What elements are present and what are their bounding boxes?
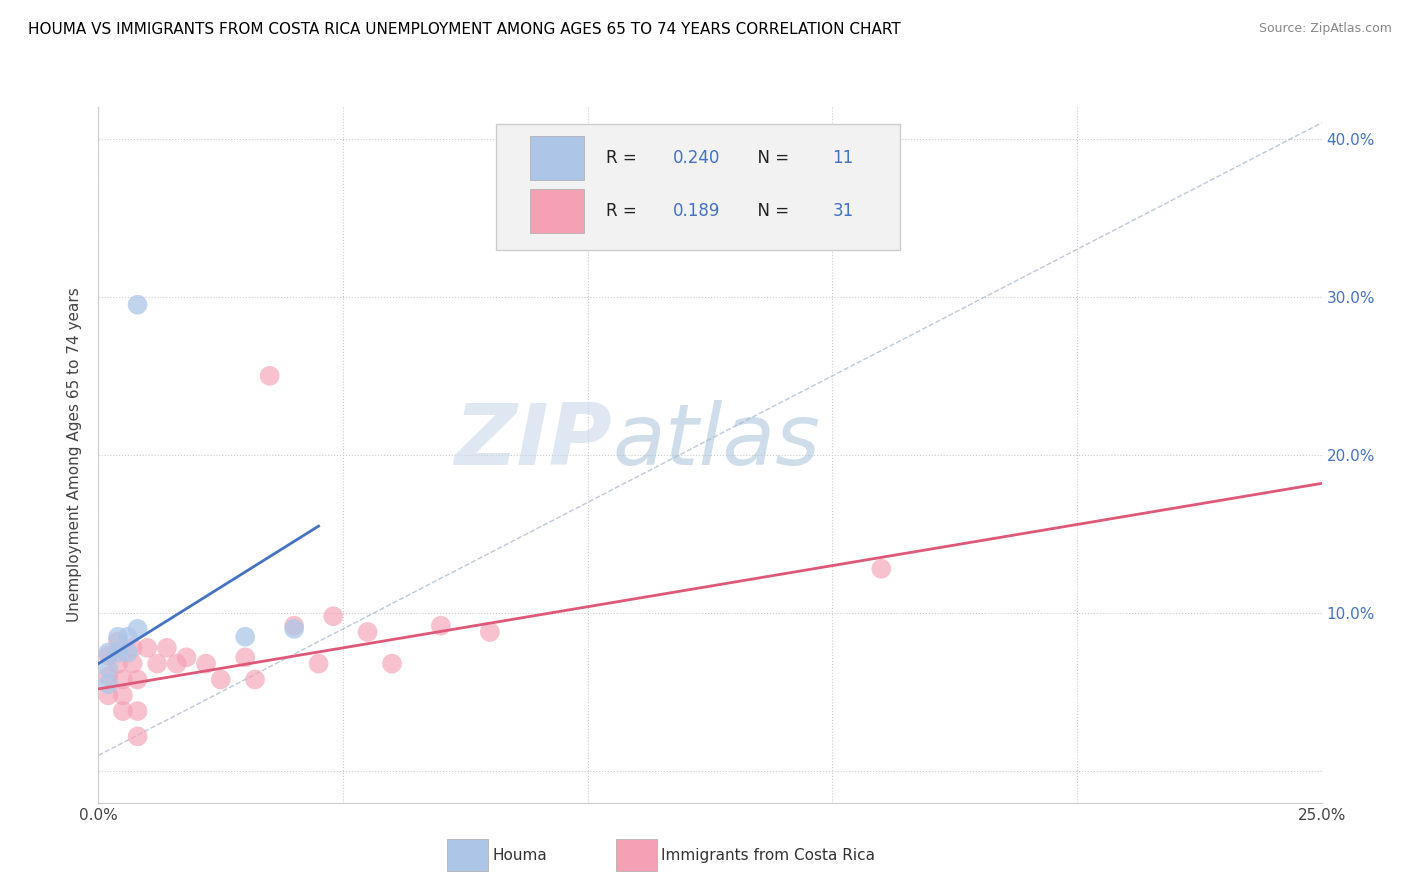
Point — [97, 677, 120, 691]
Text: 31: 31 — [832, 202, 853, 220]
Text: N =: N = — [747, 202, 794, 220]
Point — [97, 648, 120, 663]
Point — [111, 688, 134, 702]
Text: HOUMA VS IMMIGRANTS FROM COSTA RICA UNEMPLOYMENT AMONG AGES 65 TO 74 YEARS CORRE: HOUMA VS IMMIGRANTS FROM COSTA RICA UNEM… — [28, 22, 901, 37]
Point — [243, 673, 266, 687]
Point — [156, 640, 179, 655]
Text: Source: ZipAtlas.com: Source: ZipAtlas.com — [1258, 22, 1392, 36]
Point — [381, 657, 404, 671]
Point — [97, 661, 120, 675]
Point — [195, 657, 218, 671]
FancyBboxPatch shape — [530, 189, 583, 234]
Y-axis label: Unemployment Among Ages 65 to 74 years: Unemployment Among Ages 65 to 74 years — [67, 287, 83, 623]
Point — [97, 669, 120, 683]
Point — [136, 640, 159, 655]
Point — [117, 646, 139, 660]
Text: 0.240: 0.240 — [673, 149, 721, 167]
Point — [209, 673, 232, 687]
Point — [117, 630, 139, 644]
Point — [356, 625, 378, 640]
Point — [308, 657, 330, 671]
Point — [97, 688, 120, 702]
Point — [107, 657, 129, 671]
Point — [146, 657, 169, 671]
Point — [322, 609, 344, 624]
Point — [233, 630, 256, 644]
Point — [121, 657, 143, 671]
Point — [283, 618, 305, 632]
Point — [97, 646, 120, 660]
Text: R =: R = — [606, 202, 647, 220]
Text: Houma: Houma — [492, 848, 547, 863]
Point — [430, 618, 453, 632]
Text: N =: N = — [747, 149, 794, 167]
Point — [107, 646, 129, 660]
Text: atlas: atlas — [612, 400, 820, 483]
Point — [127, 298, 149, 312]
Text: ZIP: ZIP — [454, 400, 612, 483]
Point — [166, 657, 188, 671]
Point — [111, 673, 134, 687]
Point — [283, 622, 305, 636]
Text: Immigrants from Costa Rica: Immigrants from Costa Rica — [661, 848, 875, 863]
Text: 0.189: 0.189 — [673, 202, 721, 220]
Text: 11: 11 — [832, 149, 853, 167]
Point — [107, 630, 129, 644]
Point — [870, 562, 893, 576]
Point — [107, 634, 129, 648]
FancyBboxPatch shape — [496, 124, 900, 250]
FancyBboxPatch shape — [530, 136, 583, 180]
Point — [233, 650, 256, 665]
Point — [111, 704, 134, 718]
Point — [259, 368, 281, 383]
Point — [127, 622, 149, 636]
Point — [121, 640, 143, 655]
Point — [176, 650, 198, 665]
Point — [127, 730, 149, 744]
Point — [478, 625, 501, 640]
Text: R =: R = — [606, 149, 643, 167]
Point — [127, 673, 149, 687]
Point — [127, 704, 149, 718]
